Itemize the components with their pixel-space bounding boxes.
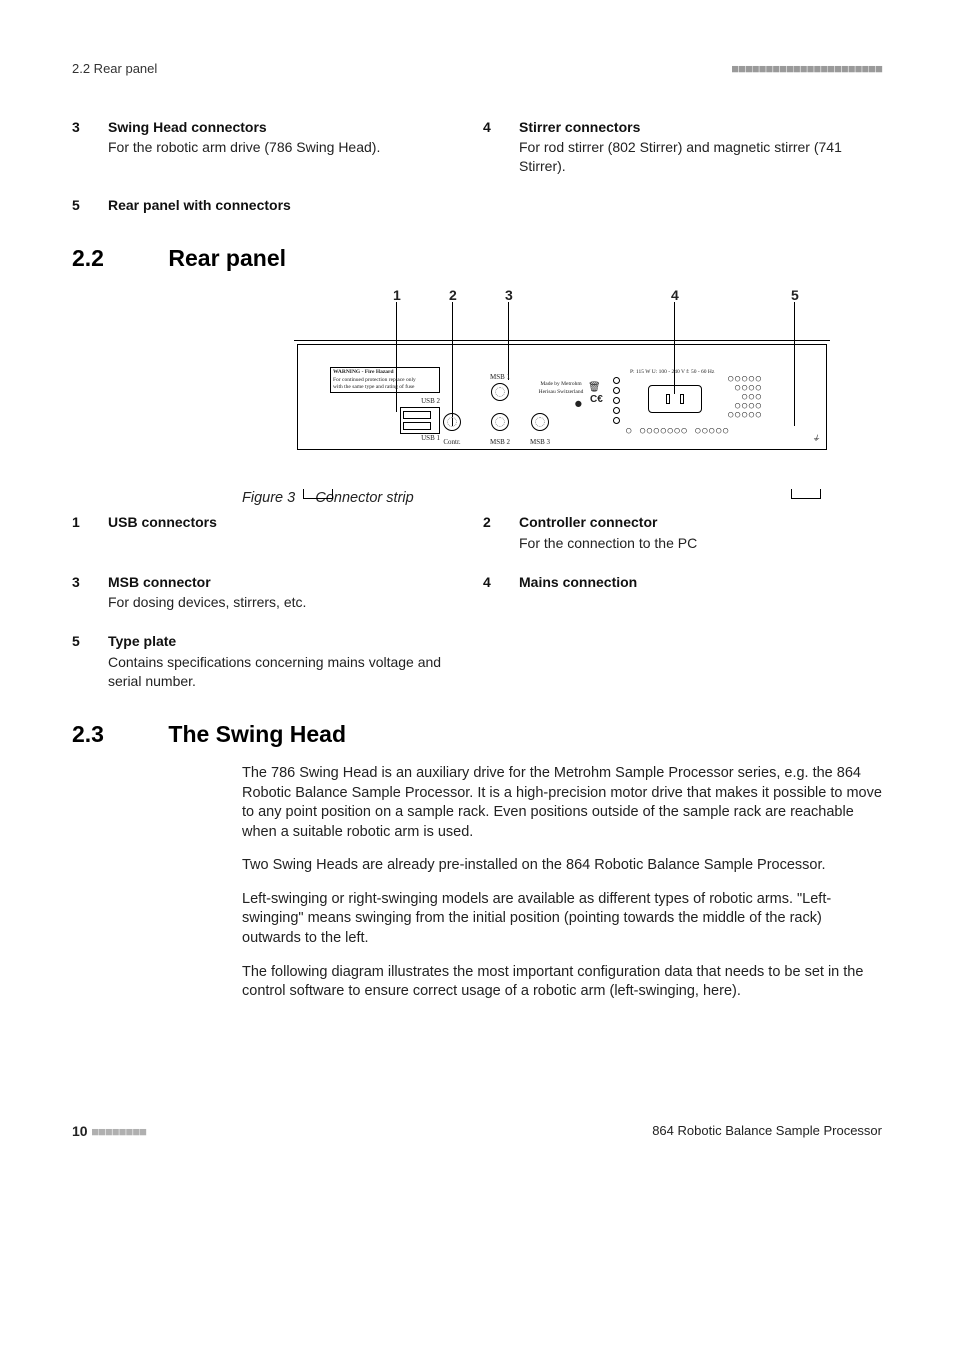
legend-desc: For rod stirrer (802 Stirrer) and magnet… [519,138,882,176]
connector-strip-diagram: 1 2 3 4 5 WARNING - Fire Hazard For cont… [297,286,827,481]
page-footer: 10 ■■■■■■■■ 864 Robotic Balance Sample P… [72,1122,882,1141]
legend-num: 2 [483,513,507,553]
section-2-3-heading: 2.3 The Swing Head [72,719,882,750]
legend-title: Stirrer connectors [519,118,882,137]
din-connector-icon [491,413,509,431]
body-paragraph: The following diagram illustrates the mo… [242,963,882,1002]
legend-desc: For the connection to the PC [519,534,882,553]
legend-num: 1 [72,513,96,553]
legend-title: Mains connection [519,573,882,592]
figure-3: 1 2 3 4 5 WARNING - Fire Hazard For cont… [242,286,882,481]
usb-port-icon [403,411,431,419]
legend-num: 5 [72,196,96,215]
legend-title: Type plate [108,632,471,651]
legend-desc: For the robotic arm drive (786 Swing Hea… [108,138,471,157]
usb-port-icon [403,422,431,430]
vent-dots-icon: ○ ○○○○○○○ ○○○○○ [626,427,730,436]
chassis-outline: WARNING - Fire Hazard For continued prot… [297,344,827,450]
legend-title: Rear panel with connectors [108,196,471,215]
header-ticks: ■■■■■■■■■■■■■■■■■■■■■■ [731,60,882,78]
figure-label: Figure 3 [242,490,295,506]
legend-title: MSB connector [108,573,471,592]
vent-dots-icon: ○○○○○ ○○○○ ○○○ ○○○○○○○○○ [728,375,763,420]
page-header: 2.2 Rear panel ■■■■■■■■■■■■■■■■■■■■■■ [72,60,882,78]
legend-num: 3 [72,118,96,177]
section-2-2-heading: 2.2 Rear panel [72,243,882,274]
footer-ticks: ■■■■■■■■ [91,1124,146,1139]
dot-icon [613,417,620,424]
dot-icon [613,407,620,414]
legend-item: Stirrer connectors For rod stirrer (802 … [519,118,882,177]
legend-item: Controller connector For the connection … [519,513,882,553]
body-paragraph: Two Swing Heads are already pre-installe… [242,856,882,876]
dot-icon [613,397,620,404]
msb3-label: MSB 3 [530,438,550,447]
section-2-3-body: The 786 Swing Head is an auxiliary drive… [242,764,882,1002]
figure-3-caption: Figure 3 Connector strip [242,489,882,509]
section-title: The Swing Head [168,721,346,747]
legend-desc: Contains specifications concerning mains… [108,653,471,691]
usb1-label: USB 1 [330,434,440,443]
legend-num: 4 [483,573,507,613]
din-connector-icon [443,413,461,431]
body-paragraph: Left-swinging or right-swinging models a… [242,890,882,949]
bracket-icon [303,489,333,499]
mains-socket-icon [648,385,702,413]
din-connector-icon [491,383,509,401]
section-number: 2.2 [72,243,162,274]
legend-num: 4 [483,118,507,177]
warning-line: For continued protection replace only [333,377,437,384]
usb2-label: USB 2 [330,397,440,406]
warning-title: WARNING - Fire Hazard [333,369,437,376]
legend-item: MSB connector For dosing devices, stirre… [108,573,471,613]
bracket-icon [791,489,821,499]
warning-line: with the same type and rating of fuse [333,384,437,391]
legend-item: Mains connection [519,573,882,613]
page-number: 10 [72,1123,88,1139]
legend-item: Type plate Contains specifications conce… [108,632,471,691]
legend-item: USB connectors [108,513,471,553]
legend-item: Swing Head connectors For the robotic ar… [108,118,471,177]
made-by-line: Herisau Switzerland [524,389,598,396]
din-connector-icon [531,413,549,431]
made-by-line: Made by Metrohm [524,381,598,388]
contr-label: Contr. [443,438,461,447]
header-section-ref: 2.2 Rear panel [72,60,157,78]
dot-icon [613,387,620,394]
ground-icon: ⏚ [812,434,820,445]
msb1-label: MSB 1 [490,373,510,382]
footer-doc-title: 864 Robotic Balance Sample Processor [652,1122,882,1140]
legend-desc: For dosing devices, stirrers, etc. [108,593,471,612]
screw-icon: ● [574,395,583,415]
legend-title: Swing Head connectors [108,118,471,137]
legend-num: 5 [72,632,96,691]
figure-3-legend: 1 USB connectors 2 Controller connector … [72,513,882,691]
power-rating-label: P: 115 W U: 100 - 240 V f: 50 - 60 Hz [630,369,790,376]
ce-mark-icon: C€ [590,393,603,407]
body-paragraph: The 786 Swing Head is an auxiliary drive… [242,764,882,842]
section-title: Rear panel [168,245,286,271]
legend-num: 3 [72,573,96,613]
section-number: 2.3 [72,719,162,750]
legend-item: Rear panel with connectors [108,196,471,215]
footer-left: 10 ■■■■■■■■ [72,1122,146,1141]
msb2-label: MSB 2 [490,438,510,447]
dot-icon [613,377,620,384]
legend-title: USB connectors [108,513,471,532]
top-legend: 3 Swing Head connectors For the robotic … [72,118,882,216]
legend-title: Controller connector [519,513,882,532]
